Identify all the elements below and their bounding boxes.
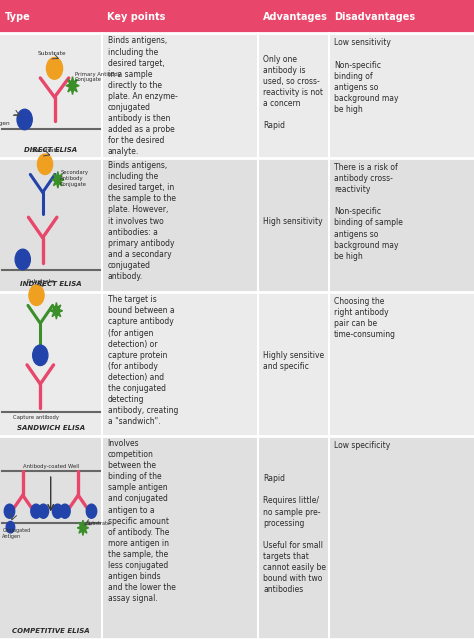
Text: Type: Type xyxy=(5,12,30,22)
Polygon shape xyxy=(66,77,79,95)
Text: There is a risk of
antibody cross-
reactivity

Non-specific
binding of sample
an: There is a risk of antibody cross- react… xyxy=(334,163,403,261)
Circle shape xyxy=(31,504,41,518)
Text: Secondary
Antibody
Conjugate: Secondary Antibody Conjugate xyxy=(60,170,88,187)
Circle shape xyxy=(4,504,15,518)
Text: Antigen: Antigen xyxy=(0,121,10,126)
Text: High sensitivity: High sensitivity xyxy=(263,217,323,226)
Circle shape xyxy=(15,249,30,270)
Polygon shape xyxy=(77,520,89,535)
Text: Involves
competition
between the
binding of the
sample antigen
and conjugated
an: Involves competition between the binding… xyxy=(108,439,175,603)
Text: Binds antigens,
including the
desired target, in
the sample to the
plate. Howeve: Binds antigens, including the desired ta… xyxy=(108,161,175,281)
Circle shape xyxy=(33,345,48,366)
Text: Advantages: Advantages xyxy=(263,12,328,22)
Text: INDIRECT ELISA: INDIRECT ELISA xyxy=(20,281,82,287)
Text: Substrate: Substrate xyxy=(32,148,60,153)
Text: Rapid

Requires little/
no sample pre-
processing

Useful for small
targets that: Rapid Requires little/ no sample pre- pr… xyxy=(263,474,326,594)
Text: Only one
antibody is
used, so cross-
reactivity is not
a concern

Rapid: Only one antibody is used, so cross- rea… xyxy=(263,54,323,130)
Text: Antibody-coated Well: Antibody-coated Well xyxy=(23,464,79,469)
Text: Low sensitivity

Non-specific
binding of
antigens so
background may
be high: Low sensitivity Non-specific binding of … xyxy=(334,38,399,114)
Text: SANDWICH ELISA: SANDWICH ELISA xyxy=(17,425,85,431)
Text: Choosing the
right antibody
pair can be
time-consuming: Choosing the right antibody pair can be … xyxy=(334,297,396,339)
Circle shape xyxy=(38,504,49,518)
Bar xyxy=(0,436,474,639)
Text: The target is
bound between a
capture antibody
(for antigen
detection) or
captur: The target is bound between a capture an… xyxy=(108,295,178,426)
Text: Substrate: Substrate xyxy=(38,50,66,56)
Polygon shape xyxy=(50,302,63,319)
Bar xyxy=(0,33,474,158)
Text: Substrate: Substrate xyxy=(87,521,111,527)
Text: Binds antigens,
including the
desired target,
in a sample
directly to the
plate.: Binds antigens, including the desired ta… xyxy=(108,36,177,157)
Text: Capture antibody: Capture antibody xyxy=(12,415,59,420)
Text: Conjugated
Antigen: Conjugated Antigen xyxy=(2,528,31,539)
Bar xyxy=(0,0,474,33)
Text: Highly sensitive
and specific: Highly sensitive and specific xyxy=(263,351,324,371)
Bar xyxy=(0,158,474,292)
Circle shape xyxy=(53,504,63,518)
Circle shape xyxy=(86,504,97,518)
Text: Disadvantages: Disadvantages xyxy=(334,12,415,22)
Circle shape xyxy=(29,285,44,305)
Text: COMPETITIVE ELISA: COMPETITIVE ELISA xyxy=(12,628,90,634)
Circle shape xyxy=(46,58,63,79)
Circle shape xyxy=(6,521,15,533)
Text: Substrate: Substrate xyxy=(27,279,55,284)
Polygon shape xyxy=(52,171,64,188)
Circle shape xyxy=(17,109,32,130)
Circle shape xyxy=(37,154,53,174)
Text: Primary Antibody
Conjugate: Primary Antibody Conjugate xyxy=(75,72,121,82)
Circle shape xyxy=(60,504,70,518)
Text: DIRECT ELISA: DIRECT ELISA xyxy=(24,147,78,153)
Text: Key points: Key points xyxy=(107,12,165,22)
Text: Low specificity: Low specificity xyxy=(334,441,391,450)
Bar xyxy=(0,292,474,436)
